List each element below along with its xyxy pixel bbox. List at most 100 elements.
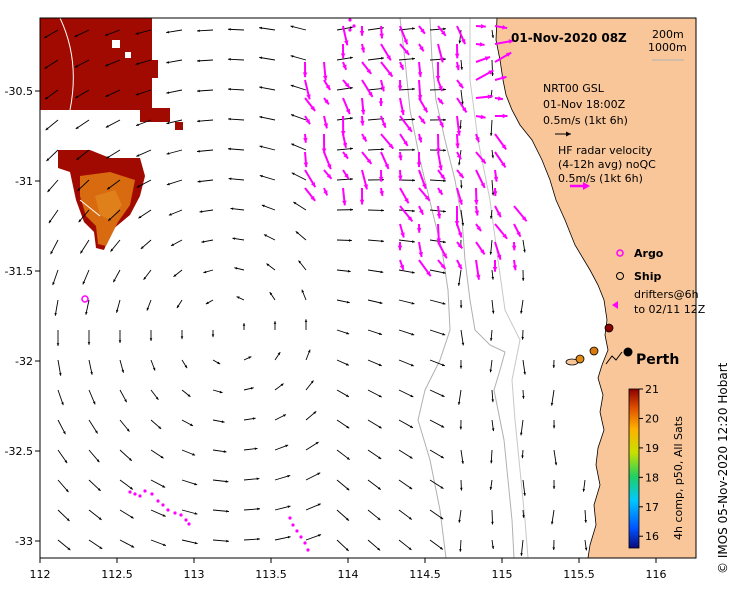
model-current-arrow (135, 59, 152, 65)
model-current-arrow (181, 479, 198, 486)
model-current-arrow (336, 449, 350, 461)
model-current-arrow (398, 389, 414, 398)
model-current-arrow (74, 59, 90, 68)
model-current-arrow (295, 230, 307, 241)
hf-radar-arrow (342, 133, 348, 148)
model-current-arrow (367, 57, 384, 61)
model-current-arrow (398, 179, 416, 182)
model-current-arrow (398, 449, 413, 459)
model-current-arrow (336, 239, 352, 242)
model-current-arrow (429, 329, 446, 336)
model-current-arrow (489, 239, 493, 255)
model-current-arrow (88, 449, 100, 463)
hf-radar-arrow (437, 43, 444, 63)
model-current-arrow (336, 56, 353, 61)
hf-radar-arrow (397, 241, 403, 251)
model-current-arrow (429, 179, 446, 183)
hf-radar-arrow (492, 187, 498, 197)
model-current-arrow (398, 57, 415, 61)
model-current-arrow (491, 509, 494, 525)
model-current-arrow (367, 209, 385, 212)
model-current-arrow (150, 389, 159, 401)
model-current-arrow (266, 263, 276, 271)
model-current-arrow (489, 119, 493, 136)
hf-radar-arrow (475, 241, 486, 255)
model-current-arrow (429, 299, 446, 305)
perth-coast-detail (605, 351, 623, 365)
x-tick-label: 112 (30, 568, 51, 581)
model-current-arrow (398, 479, 413, 490)
model-legend-time: 01-Nov 18:00Z (543, 98, 626, 111)
hf-radar-arrow (417, 61, 423, 78)
model-current-arrow (150, 359, 156, 371)
model-current-arrow (274, 351, 281, 361)
hf-radar-arrow (493, 169, 499, 182)
depth-contour-200m (429, 18, 515, 558)
hf-radar-arrow (418, 205, 425, 216)
model-current-arrow (304, 319, 308, 330)
model-current-arrow (301, 289, 307, 301)
model-current-arrow (118, 330, 122, 343)
hf-radar-arrow (475, 169, 486, 189)
model-current-arrow (228, 117, 245, 121)
model-current-arrow (119, 509, 134, 519)
model-current-arrow (290, 114, 307, 121)
x-tick-label: 114 (338, 568, 359, 581)
model-current-arrow (274, 505, 291, 511)
hf-radar-arrow (361, 79, 374, 98)
model-current-arrow (459, 419, 463, 430)
model-current-arrow (259, 86, 276, 91)
model-current-arrow (77, 179, 90, 192)
model-current-arrow (429, 419, 445, 428)
model-current-arrow (582, 479, 586, 492)
model-current-arrow (75, 119, 90, 130)
model-current-arrow (74, 29, 90, 38)
hf-radar-arrow (494, 241, 502, 261)
model-current-arrow (293, 201, 307, 211)
y-tick-label: -31.5 (5, 265, 33, 278)
hf-radar-arrow (416, 223, 422, 233)
hf-radar-arrow (399, 97, 405, 116)
model-current-arrow (489, 479, 493, 490)
hf-radar-arrow (361, 169, 368, 190)
model-current-arrow (110, 239, 121, 252)
hf-radar-arrow (304, 115, 311, 125)
hf-radar-arrow (323, 79, 331, 91)
hf-radar-arrow (437, 115, 445, 128)
model-current-arrow (228, 147, 245, 151)
model-current-arrow (232, 237, 245, 241)
model-current-arrow (135, 89, 152, 96)
model-current-arrow (491, 389, 495, 403)
model-current-arrow (205, 299, 214, 305)
model-current-arrow (336, 117, 353, 121)
model-current-arrow (74, 89, 90, 99)
drifter-legend-symbol (612, 301, 618, 309)
hf-radar-arrow (418, 169, 427, 190)
hf-radar-arrow (359, 25, 365, 36)
model-current-arrow (367, 359, 382, 367)
hf-radar-arrow (513, 205, 528, 222)
hf-radar-arrow (380, 79, 385, 92)
model-current-arrow (236, 296, 245, 301)
hf-radar-arrow (398, 151, 403, 161)
hf-radar-arrow (494, 151, 507, 168)
hf-radar-arrow (435, 61, 441, 81)
model-current-arrow (243, 447, 258, 451)
model-current-arrow (550, 509, 555, 525)
model-current-arrow (87, 330, 91, 345)
hf-radar-arrow (361, 151, 373, 165)
hf-radar-arrow (418, 115, 426, 125)
model-current-arrow (336, 509, 350, 521)
hf-radar-arrow (323, 151, 332, 170)
model-current-arrow (398, 419, 414, 429)
model-current-arrow (44, 59, 59, 69)
model-current-arrow (88, 479, 101, 492)
x-tick-label: 114.5 (409, 568, 441, 581)
colorbar-tick-label: 18 (645, 471, 659, 484)
radar-legend-line2: (4-12h avg) noQC (558, 158, 656, 171)
model-current-arrow (459, 119, 462, 129)
model-current-arrow (212, 419, 225, 423)
model-current-arrow (138, 209, 152, 219)
x-tick-label: 113.5 (255, 568, 287, 581)
